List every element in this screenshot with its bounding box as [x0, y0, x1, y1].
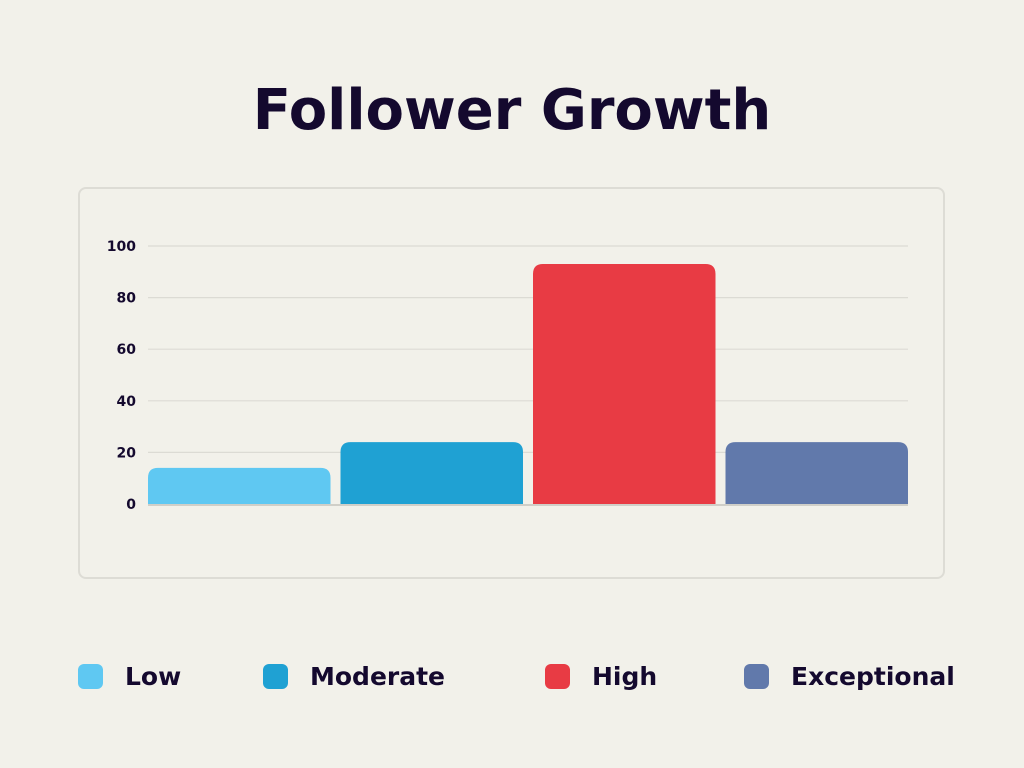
y-tick-label: 40 [117, 394, 137, 410]
y-tick-label: 100 [107, 239, 136, 255]
legend-item-high: High [545, 662, 657, 691]
legend-swatch [545, 664, 570, 689]
legend-item-moderate: Moderate [263, 662, 445, 691]
legend-label: Exceptional [791, 662, 955, 691]
y-tick-label: 0 [126, 497, 136, 513]
bar-high [533, 264, 716, 504]
legend-swatch [263, 664, 288, 689]
chart-title: Follower Growth [252, 78, 772, 143]
legend-label: High [592, 662, 658, 691]
legend-item-low: Low [78, 662, 181, 691]
legend-swatch [744, 664, 769, 689]
y-tick-label: 60 [117, 342, 137, 358]
legend-swatch [78, 664, 103, 689]
legend-label: Moderate [310, 662, 446, 691]
bar-exceptional [725, 442, 908, 504]
chart-panel [78, 187, 945, 579]
y-tick-label: 80 [117, 291, 137, 307]
y-tick-label: 20 [117, 445, 137, 461]
bar-low [148, 467, 331, 504]
legend-item-exceptional: Exceptional [744, 662, 955, 691]
bar-moderate [340, 442, 523, 504]
legend-label: Low [125, 662, 182, 691]
